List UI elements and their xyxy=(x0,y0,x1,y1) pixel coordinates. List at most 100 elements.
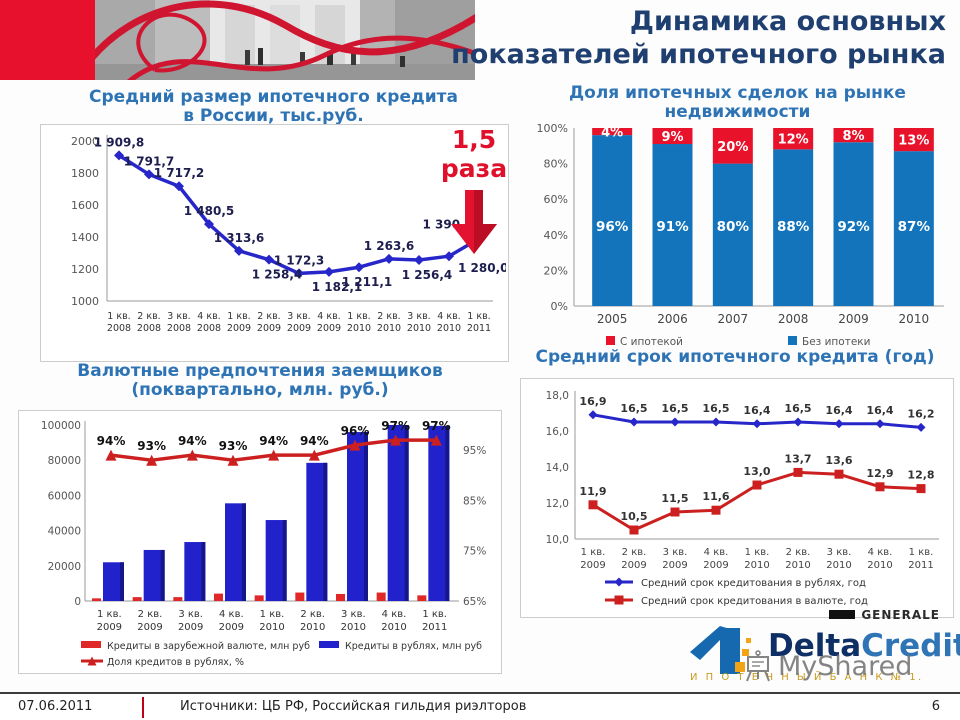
svg-text:Доля кредитов в рублях, %: Доля кредитов в рублях, % xyxy=(107,657,244,668)
svg-text:1 909,8: 1 909,8 xyxy=(94,135,144,149)
svg-text:2009: 2009 xyxy=(257,323,281,334)
svg-text:2011: 2011 xyxy=(908,560,933,571)
svg-text:1 258,4: 1 258,4 xyxy=(252,268,302,282)
svg-text:2009: 2009 xyxy=(137,622,162,633)
svg-text:16,5: 16,5 xyxy=(702,402,729,415)
deltacredit-logo: GENERALE DeltaCredit И П О Т Е Ч Н Ы Й Б… xyxy=(688,608,960,690)
svg-text:Кредиты в зарубежной валюте, м: Кредиты в зарубежной валюте, млн руб xyxy=(107,641,310,652)
svg-text:94%: 94% xyxy=(178,434,207,448)
svg-text:11,9: 11,9 xyxy=(579,485,606,498)
svg-text:16,2: 16,2 xyxy=(907,407,934,420)
svg-text:80%: 80% xyxy=(717,219,750,235)
svg-text:18,0: 18,0 xyxy=(546,390,569,402)
svg-text:2010: 2010 xyxy=(867,560,892,571)
svg-text:95%: 95% xyxy=(463,445,486,457)
svg-text:96%: 96% xyxy=(341,424,370,438)
svg-text:1 кв.: 1 кв. xyxy=(745,547,770,558)
header-red-block xyxy=(0,0,95,80)
chart-avg-size-panel: 2000 1800 1600 1400 1200 1000 1 кв. 2008 2 кв. 20… xyxy=(40,124,509,362)
footer: 07.06.2011 Источники: ЦБ РФ, Российская … xyxy=(0,692,960,720)
page-title: Динамика основных показателей ипотечного… xyxy=(446,6,946,72)
svg-text:16,5: 16,5 xyxy=(661,402,688,415)
svg-text:80000: 80000 xyxy=(48,455,81,467)
svg-text:97%: 97% xyxy=(381,419,410,433)
svg-text:16,5: 16,5 xyxy=(620,402,647,415)
footer-sources: Источники: ЦБ РФ, Российская гильдия риэ… xyxy=(180,699,527,714)
svg-text:4 кв.: 4 кв. xyxy=(868,547,893,558)
easel-icon xyxy=(746,650,770,682)
mortgage-share-chart: 100% 80% 60% 40% 20% 0% 4% 96% 2005 9% 91% 2006 20% 8… xyxy=(537,122,944,348)
svg-text:2010: 2010 xyxy=(899,312,930,326)
svg-text:2000: 2000 xyxy=(71,135,99,148)
svg-text:16,5: 16,5 xyxy=(784,402,811,415)
svg-text:2007: 2007 xyxy=(718,312,749,326)
svg-text:4 кв.: 4 кв. xyxy=(382,609,407,620)
svg-text:2011: 2011 xyxy=(422,622,447,633)
avg-term-chart: 18,0 16,0 14,0 12,0 10,0 1 кв. 2009 2 кв. 2009 3 … xyxy=(546,390,939,607)
svg-text:2 кв.: 2 кв. xyxy=(300,609,325,620)
svg-text:2009: 2009 xyxy=(97,622,122,633)
svg-text:2 кв.: 2 кв. xyxy=(138,609,163,620)
svg-text:12,0: 12,0 xyxy=(546,498,569,510)
svg-text:20%: 20% xyxy=(544,264,568,277)
svg-text:92%: 92% xyxy=(837,219,870,235)
svg-text:2010: 2010 xyxy=(341,622,366,633)
svg-text:3 кв.: 3 кв. xyxy=(663,547,688,558)
svg-text:13%: 13% xyxy=(898,134,929,149)
svg-text:3 кв.: 3 кв. xyxy=(341,609,366,620)
svg-text:С ипотекой: С ипотекой xyxy=(620,336,683,348)
svg-text:1 172,3: 1 172,3 xyxy=(274,253,324,267)
svg-text:1 280,0: 1 280,0 xyxy=(458,261,506,275)
chart-currency-panel: 100000 80000 60000 40000 20000 0 95% 85% 75% 65% 1… xyxy=(18,410,502,674)
svg-text:2 кв.: 2 кв. xyxy=(377,311,400,322)
footer-date: 07.06.2011 xyxy=(18,699,93,714)
svg-text:2009: 2009 xyxy=(838,312,869,326)
svg-text:Средний срок кредитования в ру: Средний срок кредитования в рублях, год xyxy=(641,578,866,589)
svg-text:2011: 2011 xyxy=(467,323,491,334)
svg-text:2 кв.: 2 кв. xyxy=(137,311,160,322)
svg-text:94%: 94% xyxy=(259,434,288,448)
svg-text:1400: 1400 xyxy=(71,231,99,244)
svg-text:Без ипотеки: Без ипотеки xyxy=(802,336,870,348)
svg-text:87%: 87% xyxy=(898,219,931,235)
svg-text:4 кв.: 4 кв. xyxy=(317,311,340,322)
svg-text:13,0: 13,0 xyxy=(743,465,770,478)
svg-text:1 263,6: 1 263,6 xyxy=(364,239,414,253)
brand-subtitle: И П О Т Е Ч Н Ы Й Б А Н К № 1. xyxy=(690,672,924,683)
chart-share-title: Доля ипотечных сделок на рынке недвижимо… xyxy=(569,83,906,123)
svg-text:12,9: 12,9 xyxy=(866,467,893,480)
svg-text:2009: 2009 xyxy=(287,323,311,334)
svg-text:93%: 93% xyxy=(219,439,248,453)
svg-text:2008: 2008 xyxy=(778,312,809,326)
svg-text:40000: 40000 xyxy=(48,526,81,538)
page-number: 6 xyxy=(931,699,940,714)
currency-preferences-chart: 100000 80000 60000 40000 20000 0 95% 85% 75% 65% 1… xyxy=(41,419,486,668)
svg-text:4 кв.: 4 кв. xyxy=(437,311,460,322)
svg-text:10,0: 10,0 xyxy=(546,534,569,546)
svg-text:2010: 2010 xyxy=(377,323,401,334)
svg-text:Средний срок кредитования в ва: Средний срок кредитования в валюте, год xyxy=(641,596,868,607)
svg-text:75%: 75% xyxy=(463,546,486,558)
svg-text:20%: 20% xyxy=(717,140,748,155)
chart-avg-size-title: Средний размер ипотечного кредита в Росс… xyxy=(89,87,458,127)
svg-text:4%: 4% xyxy=(601,126,623,141)
svg-text:2008: 2008 xyxy=(167,323,191,334)
generale-label: GENERALE xyxy=(829,608,940,622)
svg-text:2009: 2009 xyxy=(662,560,687,571)
svg-text:Кредиты в рублях, млн руб: Кредиты в рублях, млн руб xyxy=(345,641,482,652)
svg-text:1 кв.: 1 кв. xyxy=(422,609,447,620)
svg-text:20000: 20000 xyxy=(48,561,81,573)
svg-text:2010: 2010 xyxy=(347,323,371,334)
svg-text:3 кв.: 3 кв. xyxy=(287,311,310,322)
svg-text:2006: 2006 xyxy=(657,312,688,326)
svg-text:2010: 2010 xyxy=(785,560,810,571)
svg-text:13,6: 13,6 xyxy=(825,454,852,467)
svg-text:94%: 94% xyxy=(300,434,329,448)
svg-text:2010: 2010 xyxy=(381,622,406,633)
svg-text:13,7: 13,7 xyxy=(784,452,811,465)
svg-text:94%: 94% xyxy=(97,434,126,448)
svg-text:1 кв.: 1 кв. xyxy=(467,311,490,322)
svg-text:16,0: 16,0 xyxy=(546,426,569,438)
